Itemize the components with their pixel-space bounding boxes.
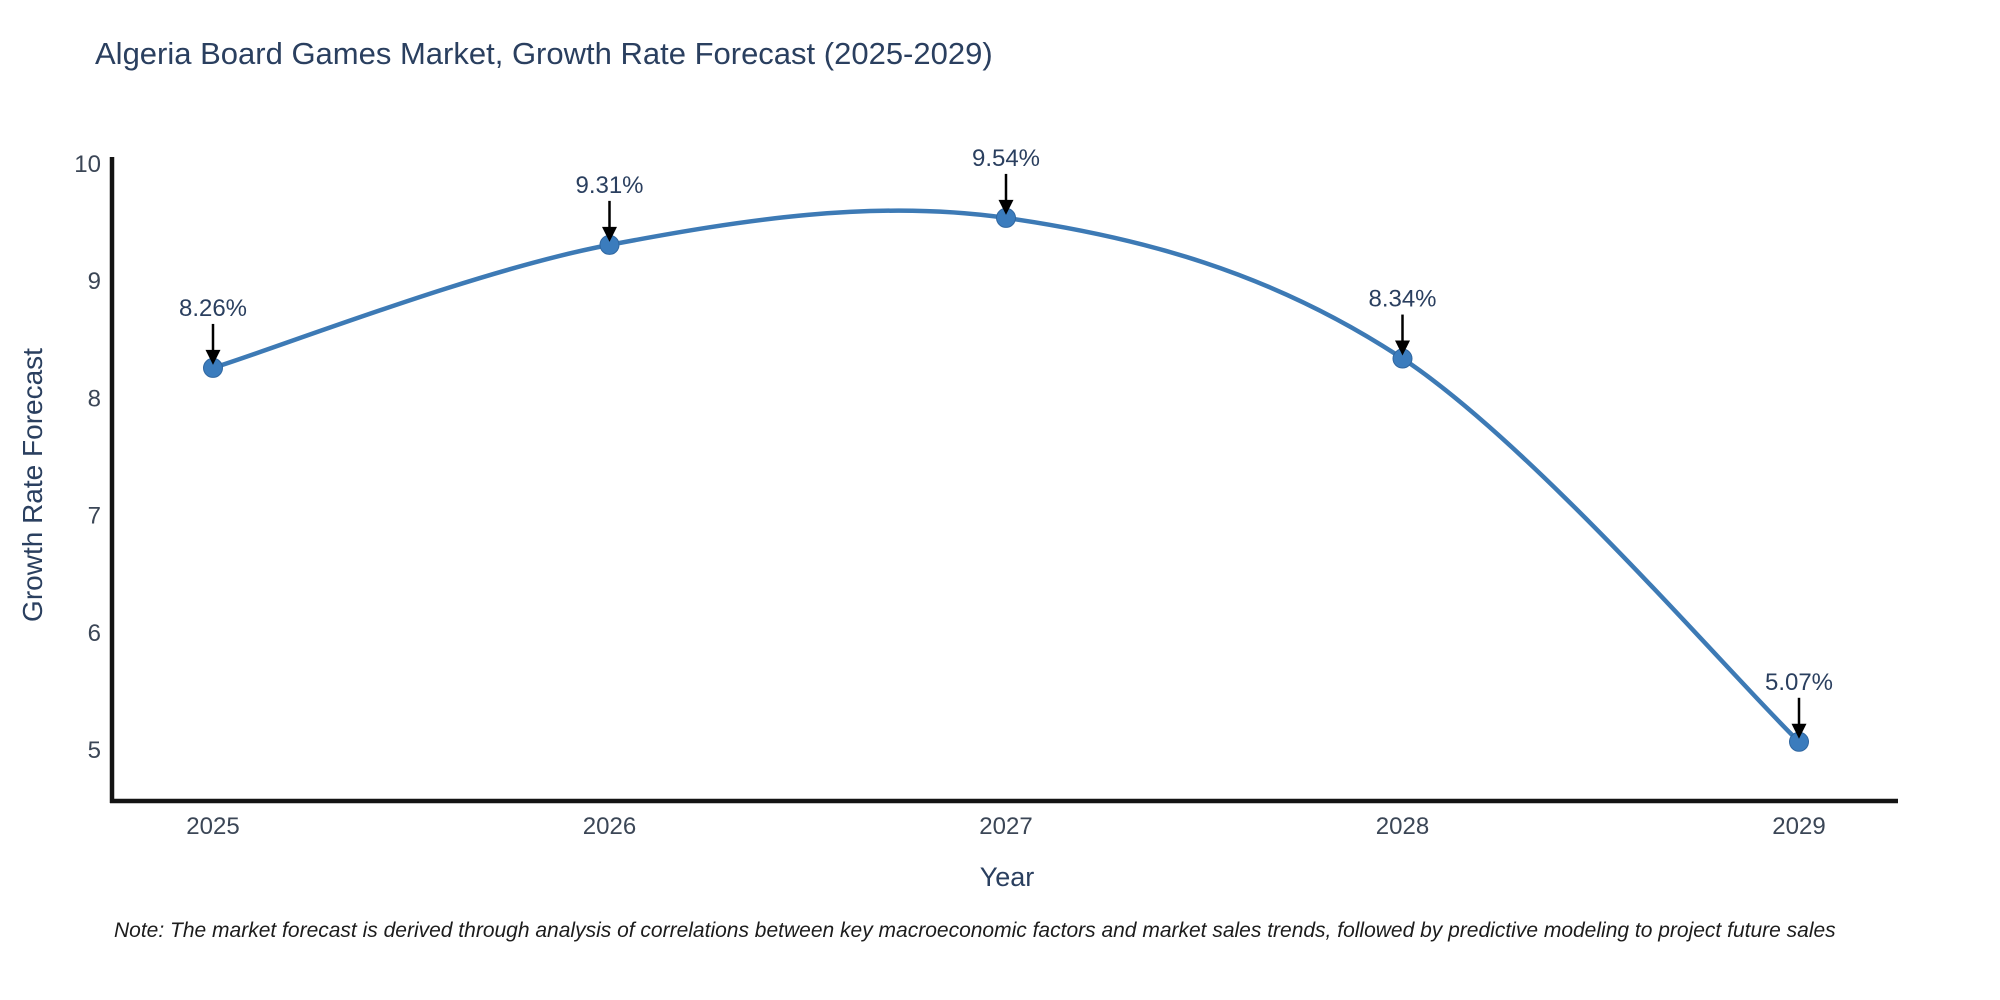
point-value-label: 5.07% [1765, 669, 1833, 696]
y-tick-label: 9 [88, 268, 101, 295]
y-tick-label: 7 [88, 503, 101, 530]
annotation-arrowhead-icon [205, 349, 221, 365]
annotation-arrowhead-icon [1395, 340, 1410, 356]
x-tick-label: 2026 [583, 813, 636, 840]
x-tick-label: 2025 [186, 813, 239, 840]
point-value-label: 9.31% [575, 172, 643, 199]
annotation-arrowhead-icon [998, 199, 1014, 215]
y-tick-label: 5 [88, 737, 101, 764]
annotation-arrowhead-icon [602, 226, 617, 242]
forecast-line [210, 208, 1802, 745]
y-tick-label: 6 [88, 620, 101, 647]
x-tick-label: 2029 [1772, 813, 1825, 840]
x-tick-label: 2028 [1376, 813, 1429, 840]
y-tick-label: 8 [88, 385, 101, 412]
chart-title: Algeria Board Games Market, Growth Rate … [95, 36, 993, 71]
point-value-label: 8.34% [1368, 286, 1436, 313]
point-value-label: 8.26% [179, 295, 247, 322]
annotation-arrowhead-icon [1791, 723, 1807, 739]
axes-layer: 5 6 7 8 9 10 2025 2026 2027 2028 2029 [74, 151, 1898, 840]
footnote: Note: The market forecast is derived thr… [114, 919, 1836, 942]
series-layer [203, 207, 1809, 752]
x-tick-label: 2027 [979, 813, 1032, 840]
y-tick-label: 10 [74, 151, 101, 178]
annotation-layer: 8.26% 9.31% 9.54% 8.34% 5.07% [179, 145, 1833, 739]
y-axis-title: Growth Rate Forecast [17, 348, 48, 622]
x-axis-title: Year [980, 862, 1035, 892]
point-value-label: 9.54% [972, 145, 1040, 172]
